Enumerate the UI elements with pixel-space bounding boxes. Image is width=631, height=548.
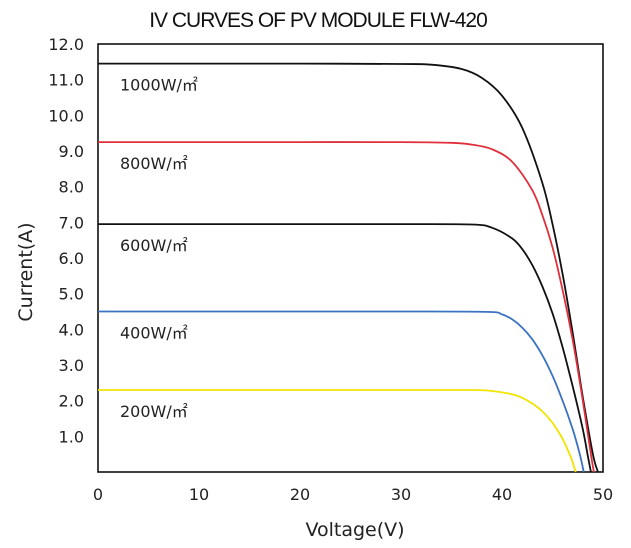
x-tick-label: 10	[189, 485, 209, 504]
curve-label-1: 1000W/㎡	[120, 76, 198, 95]
y-tick-label: 1.0	[59, 427, 84, 446]
curve-label-3: 600W/㎡	[120, 236, 188, 255]
y-tick-label: 2.0	[59, 392, 84, 411]
x-tick-label: 30	[391, 485, 411, 504]
curve-labels-group: 1000W/㎡ 800W/㎡ 600W/㎡ 400W/㎡ 200W/㎡	[120, 76, 198, 421]
x-tick-label: 20	[290, 485, 310, 504]
x-tick-label: 40	[492, 485, 512, 504]
y-tick-label: 3.0	[59, 356, 84, 375]
y-tick-label: 9.0	[59, 142, 84, 161]
curve-label-5: 200W/㎡	[120, 402, 188, 421]
iv-curve-2	[98, 141, 595, 473]
y-axis-title: Current(A)	[15, 222, 37, 321]
y-tick-label: 11.0	[48, 71, 84, 90]
y-tick-label: 12.0	[48, 35, 84, 54]
iv-curve-4	[97, 310, 585, 473]
y-tick-label: 7.0	[59, 213, 84, 232]
curve-label-2: 800W/㎡	[120, 154, 188, 173]
plot-frame	[97, 43, 604, 473]
iv-curve-3	[98, 223, 592, 473]
iv-curve-5	[98, 389, 577, 473]
curve-label-4: 400W/㎡	[120, 324, 188, 343]
x-tick-label: 50	[593, 485, 613, 504]
y-tick-label: 5.0	[59, 285, 84, 304]
x-tick-label: 0	[93, 485, 103, 504]
curves-group	[97, 62, 599, 473]
y-tick-label: 6.0	[59, 249, 84, 268]
y-tick-label: 4.0	[59, 320, 84, 339]
x-axis-ticks: 0 10 20 30 40 50	[93, 485, 613, 504]
y-tick-label: 8.0	[59, 178, 84, 197]
chart-title: IV CURVES OF PV MODULE FLW-420	[149, 9, 487, 32]
y-tick-label: 10.0	[48, 106, 84, 125]
x-axis-title: Voltage(V)	[305, 519, 404, 541]
y-axis-ticks: 1.0 2.0 3.0 4.0 5.0 6.0 7.0 8.0 9.0 10.0 11.0 12.0	[48, 35, 84, 446]
